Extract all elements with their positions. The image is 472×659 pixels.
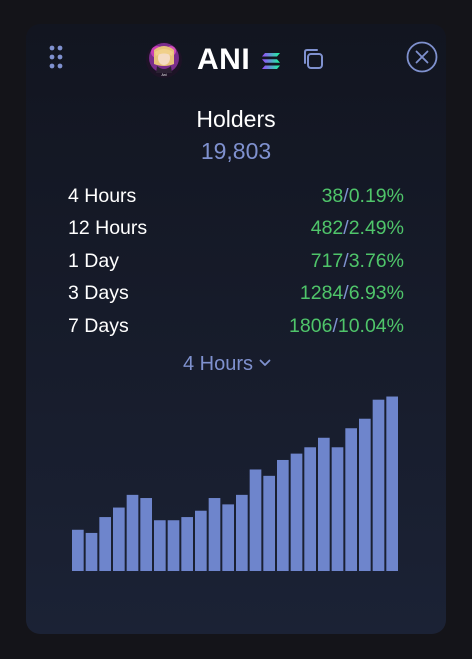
stat-row-7-days: 7 Days 1806/10.04% [68,311,404,343]
chart-bar [318,437,330,571]
chart-bar [372,399,385,571]
stat-value: 482/2.49% [311,213,404,243]
period-dropdown-label: 4 Hours [183,353,254,375]
token-logo: Ani [146,42,182,78]
stat-label: 7 Days [68,314,129,337]
chart-bar [181,517,193,571]
stat-label: 3 Days [68,282,129,305]
period-dropdown[interactable]: 4 Hours [183,350,271,378]
chart-bar [249,469,262,571]
stat-row-1-day: 1 Day 717/3.76% [68,246,404,278]
holders-bar-chart [72,396,398,571]
chart-bar [72,529,84,571]
chart-bar [99,517,111,571]
chart-bar [140,498,152,571]
chart-bar [154,520,166,571]
chart-bar [195,510,207,571]
stat-value: 38/0.19% [322,181,404,211]
stat-percent: 2.49% [348,217,404,240]
close-button[interactable] [406,41,438,73]
stat-label: 12 Hours [68,217,148,240]
stat-label: 4 Hours [68,185,137,207]
chart-bar [345,428,357,571]
stat-separator: / [343,282,349,305]
chart-bar [290,453,303,571]
stat-row-3-days: 3 Days 1284/6.93% [68,278,404,310]
stat-value: 1806/10.04% [289,311,404,341]
holders-count: 19,803 [200,138,272,164]
stat-separator: / [343,185,349,207]
stat-row-4-hours: 4 Hours 38/0.19% [68,181,404,213]
chart-bar [113,507,125,571]
stat-value: 1284/6.93% [300,278,404,308]
holders-title: Holders [196,106,276,132]
drag-handle-icon[interactable] [49,45,63,69]
stat-count: 717 [310,249,344,272]
chart-bar [167,520,180,571]
chart-bar [263,475,275,571]
chart-bar [236,494,248,571]
stat-percent: 10.04% [337,314,404,337]
chart-bar [277,459,289,571]
chart-bar [386,396,398,571]
copy-button[interactable] [300,46,326,72]
stat-percent: 0.19% [348,185,404,207]
stat-value: 717/3.76% [311,246,404,276]
stat-separator: / [343,217,349,240]
stat-count: 1284 [299,282,344,305]
chart-bar [359,418,371,571]
stat-percent: 6.93% [348,282,404,305]
chart-bar [331,447,344,571]
stat-count: 38 [321,185,344,207]
holder-stats: 4 Hours 38/0.19% 12 Hours 482/2.49% 1 Da… [68,181,404,343]
token-logo-caption: Ani [161,73,166,77]
stat-count: 482 [310,217,344,240]
stat-row-12-hours: 12 Hours 482/2.49% [68,213,404,245]
chart-bar [126,494,139,571]
stat-separator: / [332,314,338,337]
solana-icon [262,53,280,69]
stat-count: 1806 [289,314,333,337]
chevron-down-icon [259,359,271,366]
stat-separator: / [343,249,349,272]
chart-bar [222,504,234,571]
chart-bar [208,498,221,571]
chart-bar [85,532,98,571]
stat-label: 1 Day [68,249,119,272]
token-name: ANI [197,43,251,76]
chart-bar [304,447,316,571]
stat-percent: 3.76% [348,249,404,272]
